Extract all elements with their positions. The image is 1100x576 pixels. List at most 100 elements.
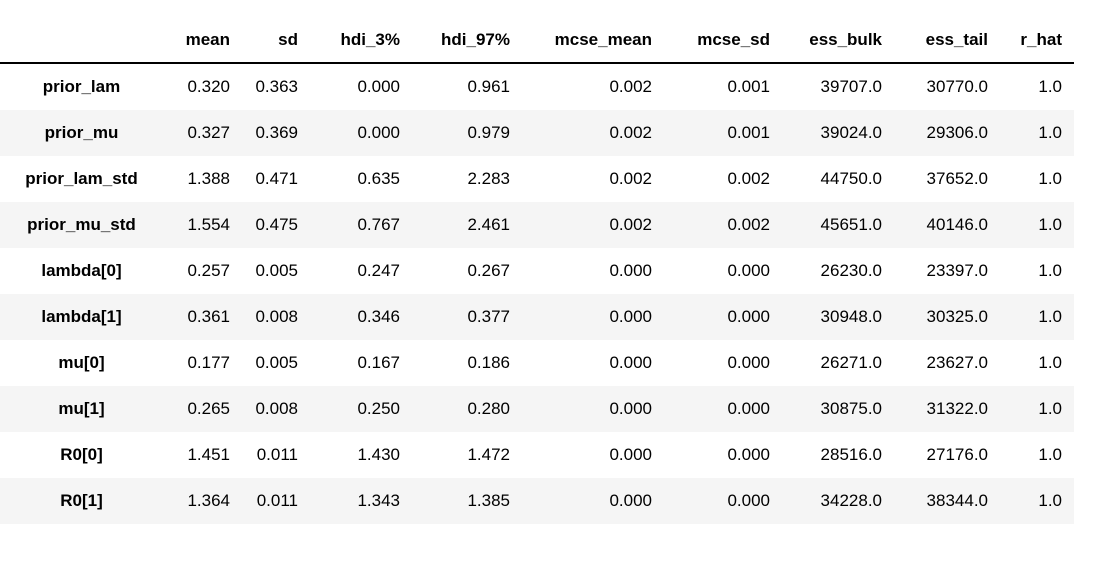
table-cell: 0.961 [467,77,510,96]
table-cell: 2.461 [467,215,510,234]
row-label: prior_lam_std [25,169,138,188]
table-cell: 0.767 [357,215,400,234]
table-cell: 0.000 [609,307,652,326]
table-cell: 1.388 [187,169,230,188]
header-row: mean sd hdi_3% hdi_97% mcse_mean mcse_sd ess_b… [0,18,1074,64]
table-cell: 0.186 [467,353,510,372]
column-header-mean: mean [163,18,242,64]
table-cell: 0.002 [727,215,770,234]
table-cell: 1.0 [1038,169,1062,188]
table-cell: 0.369 [255,123,298,142]
table-cell: 0.361 [187,307,230,326]
column-header-sd: sd [242,18,310,64]
table-cell: 1.0 [1038,261,1062,280]
table-cell: 0.000 [727,399,770,418]
table-cell: 44750.0 [820,169,882,188]
table-cell: 0.250 [357,399,400,418]
row-label: prior_mu [44,123,119,142]
column-header-mcse-mean: mcse_mean [522,18,664,64]
column-header-ess-bulk: ess_bulk [782,18,894,64]
row-label: prior_mu_std [27,215,136,234]
table-cell: 39707.0 [820,77,882,96]
table-cell: 0.267 [467,261,510,280]
table-cell: 38344.0 [926,491,988,510]
table-cell: 0.000 [727,307,770,326]
posterior-summary-table: mean sd hdi_3% hdi_97% mcse_mean mcse_sd ess_b… [0,18,1074,524]
table-cell: 0.280 [467,399,510,418]
table-cell: 0.000 [609,353,652,372]
table-cell: 0.000 [609,491,652,510]
table-cell: 0.002 [609,215,652,234]
table-body: prior_lam 0.320 0.363 0.000 0.961 0.002 0.001 3… [0,63,1074,524]
table-cell: 0.265 [187,399,230,418]
table-cell: 1.0 [1038,353,1062,372]
table-cell: 0.363 [255,77,298,96]
table-cell: 28516.0 [820,445,882,464]
table-cell: 0.011 [256,445,298,464]
table-cell: 1.554 [187,215,230,234]
table-cell: 0.247 [357,261,400,280]
table-cell: 0.002 [727,169,770,188]
table-cell: 26271.0 [820,353,882,372]
table-cell: 1.364 [187,491,230,510]
table-cell: 0.167 [357,353,400,372]
table-cell: 0.346 [357,307,400,326]
table-cell: 1.0 [1038,399,1062,418]
table-row: prior_mu_std 1.554 0.475 0.767 2.461 0.002 0.0… [0,202,1074,248]
row-label: mu[0] [58,353,105,372]
table-row: R0[0] 1.451 0.011 1.430 1.472 0.000 0.000 28516… [0,432,1074,478]
table-cell: 37652.0 [926,169,988,188]
table-cell: 0.327 [187,123,230,142]
table-cell: 30325.0 [926,307,988,326]
table-row: lambda[1] 0.361 0.008 0.346 0.377 0.000 0.000 3… [0,294,1074,340]
table-cell: 0.002 [609,169,652,188]
row-label: R0[1] [60,491,103,510]
table-cell: 0.000 [727,491,770,510]
table-cell: 0.000 [727,353,770,372]
column-header-hdi-3-: hdi_3% [310,18,412,64]
table-cell: 23627.0 [926,353,988,372]
table-cell: 0.000 [609,445,652,464]
table-cell: 0.000 [727,445,770,464]
table-row: prior_lam_std 1.388 0.471 0.635 2.283 0.002 0.… [0,156,1074,202]
table-header: mean sd hdi_3% hdi_97% mcse_mean mcse_sd ess_b… [0,18,1074,64]
table-cell: 0.377 [467,307,510,326]
table-cell: 0.320 [187,77,230,96]
table-cell: 1.343 [357,491,400,510]
column-header-hdi-97-: hdi_97% [412,18,522,64]
table-cell: 0.001 [727,77,770,96]
table-cell: 1.385 [467,491,510,510]
table-cell: 30770.0 [926,77,988,96]
table-cell: 0.001 [727,123,770,142]
table-cell: 0.005 [255,353,298,372]
table-cell: 0.008 [255,399,298,418]
table-cell: 0.000 [357,123,400,142]
table-cell: 1.430 [357,445,400,464]
row-label: mu[1] [58,399,105,418]
table-cell: 0.000 [609,399,652,418]
table-cell: 0.000 [357,77,400,96]
table-cell: 29306.0 [926,123,988,142]
table-cell: 1.0 [1038,307,1062,326]
table-cell: 0.002 [609,77,652,96]
table-cell: 1.0 [1038,445,1062,464]
column-header-r-hat: r_hat [1000,18,1074,64]
table-row: mu[0] 0.177 0.005 0.167 0.186 0.000 0.000 26271… [0,340,1074,386]
table-cell: 0.177 [187,353,230,372]
table-cell: 39024.0 [820,123,882,142]
table-cell: 0.979 [467,123,510,142]
table-cell: 1.0 [1038,491,1062,510]
table-row: mu[1] 0.265 0.008 0.250 0.280 0.000 0.000 30875… [0,386,1074,432]
column-header-mcse-sd: mcse_sd [664,18,782,64]
table-cell: 0.471 [255,169,298,188]
table-cell: 0.011 [256,491,298,510]
table-cell: 1.0 [1038,215,1062,234]
row-label: lambda[1] [41,307,122,326]
table-cell: 40146.0 [926,215,988,234]
table-cell: 30948.0 [820,307,882,326]
table-cell: 45651.0 [820,215,882,234]
table-cell: 1.0 [1038,123,1062,142]
table-cell: 0.008 [255,307,298,326]
table-cell: 0.000 [727,261,770,280]
table-cell: 1.472 [467,445,510,464]
